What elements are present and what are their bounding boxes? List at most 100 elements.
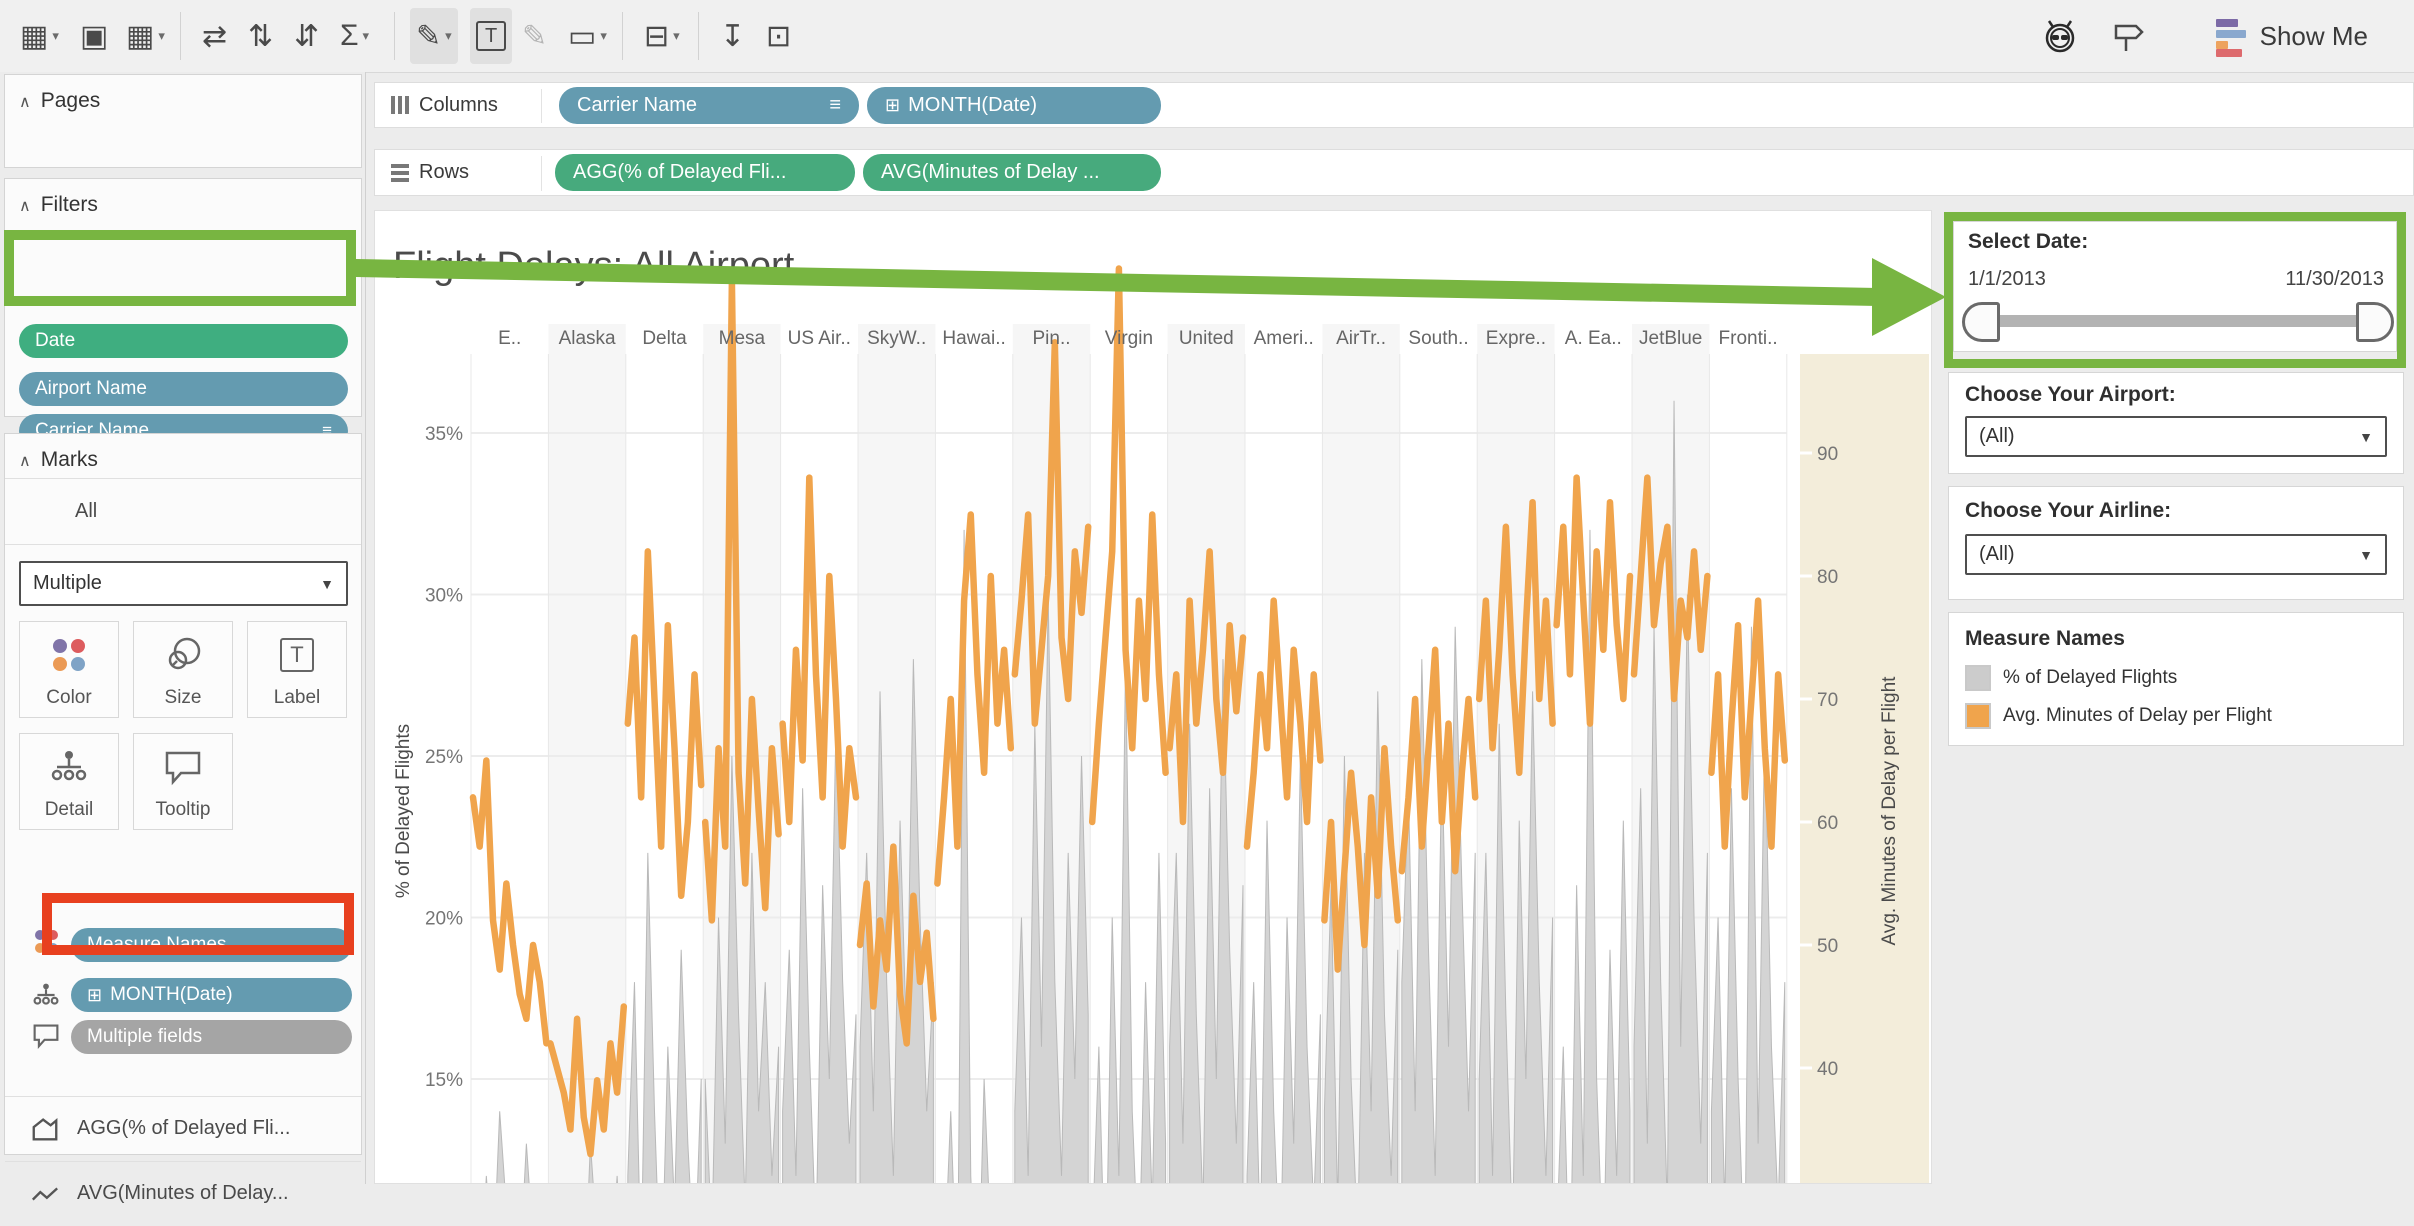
- carrier-label[interactable]: Pin..: [1032, 328, 1070, 349]
- carrier-label[interactable]: Virgin: [1105, 328, 1153, 349]
- carrier-label[interactable]: Ameri..: [1254, 328, 1314, 349]
- color-button[interactable]: Color: [19, 621, 119, 718]
- chevron-down-icon: ▼: [2359, 546, 2373, 563]
- label-button[interactable]: T Label: [247, 621, 347, 718]
- select-date-title: Select Date:: [1968, 230, 2089, 253]
- totals-icon[interactable]: Σ ▾: [334, 8, 375, 64]
- carrier-label[interactable]: South..: [1408, 328, 1468, 349]
- swap-rows-columns-icon[interactable]: ⇄: [196, 8, 233, 64]
- clear-sheet-icon: ▦: [126, 19, 155, 53]
- annotate-icon[interactable]: ✎: [516, 8, 553, 64]
- marks-header[interactable]: ∧ Marks: [19, 448, 98, 471]
- marks-pill-multiple-fields[interactable]: Multiple fields: [71, 1020, 352, 1054]
- legend-item-1[interactable]: Avg. Minutes of Delay per Flight: [1965, 703, 2272, 729]
- date-slider-handle-end[interactable]: [2356, 302, 2394, 342]
- columns-icon: [391, 96, 409, 114]
- duplicate-sheet-icon[interactable]: ▣: [74, 8, 114, 64]
- date-slider-handle-start[interactable]: [1962, 302, 2000, 342]
- shelf-pill-month-date-[interactable]: ⊞ MONTH(Date): [867, 87, 1161, 124]
- flight-delays-chart[interactable]: E.. Alaska Delta Mesa US Air.. SkyW.. Hawai.. P…: [375, 211, 1931, 1183]
- carrier-label[interactable]: Alaska: [559, 328, 616, 349]
- size-icon: [163, 622, 203, 687]
- signpost-icon[interactable]: [2104, 8, 2152, 64]
- marks-pill-measure-names[interactable]: Measure Names: [71, 928, 352, 962]
- highlight-icon[interactable]: ✎ ▾: [410, 8, 458, 64]
- sort-descending-icon[interactable]: ⇵: [288, 8, 325, 64]
- fit-icon[interactable]: ▭ ▾: [562, 8, 613, 64]
- detail-icon[interactable]: [29, 980, 63, 1010]
- airport-dropdown-value: (All): [1979, 425, 2015, 447]
- pages-header[interactable]: ∧ Pages: [19, 89, 101, 112]
- shelf-pill-avg-minutes-of-delay-[interactable]: AVG(Minutes of Delay ...: [863, 154, 1161, 191]
- right-axis-tick: 70: [1817, 690, 1838, 711]
- left-axis-tick: 30%: [425, 586, 463, 607]
- mark-type-dropdown[interactable]: Multiple ▼: [19, 561, 348, 606]
- chevron-down-icon: ▾: [600, 28, 607, 43]
- filter-pill-airport-name[interactable]: Airport Name: [19, 372, 348, 406]
- legend-swatch: [1965, 703, 1991, 729]
- date-slider-track[interactable]: [1984, 315, 2370, 327]
- right-panel: Select Date: 1/1/2013 11/30/2013 Choose …: [1933, 205, 2414, 1184]
- shelf-pill-carrier-name[interactable]: Carrier Name ≡: [559, 87, 859, 124]
- toolbar-divider: [698, 12, 699, 60]
- chevron-down-icon: ▾: [673, 28, 680, 43]
- presentation-mode-icon[interactable]: ⊡: [760, 8, 797, 64]
- measure-row-1[interactable]: AVG(Minutes of Delay...: [5, 1161, 385, 1226]
- measure-row-0[interactable]: AGG(% of Delayed Fli...: [5, 1096, 385, 1161]
- tooltip-icon[interactable]: [29, 1022, 63, 1049]
- filters-header[interactable]: ∧ Filters: [19, 193, 98, 216]
- pill-label: Date: [35, 330, 76, 351]
- color-dots-icon[interactable]: [29, 930, 63, 953]
- annotate-icon: ✎: [522, 19, 548, 53]
- carrier-label[interactable]: Expre..: [1486, 328, 1546, 349]
- left-axis-title: % of Delayed Flights: [393, 724, 414, 898]
- detail-icon: [48, 734, 90, 799]
- clear-sheet-icon[interactable]: ▦ ▾: [120, 8, 171, 64]
- size-button[interactable]: Size: [133, 621, 233, 718]
- pill-label: Airport Name: [35, 378, 147, 399]
- measure-names-legend-card: Measure Names % of Delayed Flights Avg. M…: [1948, 612, 2404, 746]
- carrier-label[interactable]: United: [1179, 328, 1234, 349]
- carrier-label[interactable]: Delta: [642, 328, 687, 349]
- detail-button[interactable]: Detail: [19, 733, 119, 830]
- date-range-end: 11/30/2013: [2285, 268, 2384, 290]
- show-mark-labels-icon[interactable]: T: [470, 8, 513, 64]
- showme-bar: [2215, 19, 2238, 27]
- marks-pill-month-date-[interactable]: ⊞ MONTH(Date): [71, 978, 352, 1012]
- carrier-label[interactable]: E..: [498, 328, 521, 349]
- download-icon[interactable]: ↧: [714, 8, 751, 64]
- show-cards-icon[interactable]: ⊟ ▾: [638, 8, 686, 64]
- sort-ascending-icon[interactable]: ⇅: [242, 8, 279, 64]
- collapse-icon: ∧: [19, 198, 31, 215]
- carrier-label[interactable]: Mesa: [719, 328, 766, 349]
- pill-label: MONTH(Date): [908, 94, 1037, 116]
- pill-label: Carrier Name: [577, 94, 698, 116]
- area-chart-icon: [29, 1114, 61, 1144]
- show-me-button[interactable]: Show Me: [2210, 8, 2374, 64]
- airline-dropdown[interactable]: (All) ▼: [1965, 534, 2387, 575]
- carrier-label[interactable]: AirTr..: [1336, 328, 1386, 349]
- airport-dropdown[interactable]: (All) ▼: [1965, 416, 2387, 457]
- carrier-label[interactable]: JetBlue: [1639, 328, 1702, 349]
- chevron-down-icon: ▼: [2359, 428, 2373, 445]
- legend-item-0[interactable]: % of Delayed Flights: [1965, 665, 2177, 691]
- robot-assistant-icon[interactable]: [2036, 8, 2084, 64]
- show-mark-labels-icon: T: [476, 21, 507, 51]
- marks-scope-all[interactable]: All: [75, 499, 98, 522]
- chevron-down-icon: ▾: [445, 28, 452, 43]
- carrier-label[interactable]: US Air..: [788, 328, 851, 349]
- carrier-label[interactable]: A. Ea..: [1565, 328, 1622, 349]
- divider: [5, 478, 361, 479]
- carrier-label[interactable]: Hawai..: [942, 328, 1005, 349]
- shelf-pill-agg-of-delayed-fli-[interactable]: AGG(% of Delayed Fli...: [555, 154, 855, 191]
- tooltip-button[interactable]: Tooltip: [133, 733, 233, 830]
- sort-descending-icon: ⇵: [294, 19, 320, 53]
- new-worksheet-icon[interactable]: ▦ ▾: [14, 8, 65, 64]
- filter-pill-date[interactable]: Date: [19, 324, 348, 358]
- tooltip-icon: [162, 734, 204, 799]
- fit-icon: ▭: [568, 19, 597, 53]
- carrier-label[interactable]: Fronti..: [1719, 328, 1778, 349]
- expand-icon: ⊞: [885, 95, 901, 115]
- toolbar: ▦ ▾ ▣ ▦ ▾ ⇄ ⇅ ⇵ Σ ▾ ✎ ▾ T ✎ ▭ ▾ ⊟ ▾ ↧ ⊡ Show Me: [0, 0, 2414, 73]
- carrier-label[interactable]: SkyW..: [867, 328, 926, 349]
